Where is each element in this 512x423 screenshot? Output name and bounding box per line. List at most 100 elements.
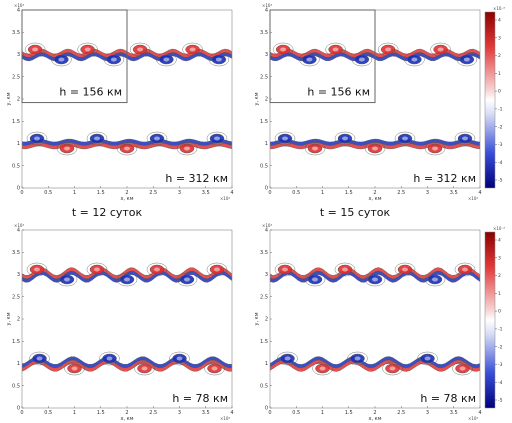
panel-bl: 0 0.5 1 1.5 2 2.5 3 3.5 4 0 0.5 1 1.5 2 2.5 3 3.5 4 x, км y… — [6, 223, 234, 422]
vortex-contour — [24, 42, 46, 57]
y-tick-label: 2.5 — [12, 74, 20, 80]
vortex-core — [106, 356, 113, 361]
vortex-contour — [77, 42, 98, 57]
x-tick-label: 2.5 — [397, 190, 405, 196]
x-tick-label: 1 — [321, 410, 324, 416]
vortex-contour — [404, 52, 425, 67]
y-tick-label: 4 — [265, 8, 268, 14]
vortex-contour — [272, 42, 294, 57]
x-tick-label: 0 — [268, 410, 271, 416]
x-tick-label: 1 — [73, 410, 76, 416]
vortex-core — [463, 57, 470, 62]
vortex-core — [342, 136, 348, 141]
vortex-contour — [347, 351, 368, 366]
x-tick-label: 1.5 — [345, 410, 353, 416]
x-tick-label: 1.5 — [97, 410, 105, 416]
vortex-core — [342, 267, 348, 272]
time-label: t = 12 суток — [72, 206, 143, 219]
vortex-contour — [99, 351, 120, 366]
axes-frame — [269, 229, 481, 409]
vortex-contour — [351, 52, 373, 67]
resolution-label-bottom: h = 78 км — [420, 392, 476, 405]
vortex-core — [389, 366, 396, 371]
y-axis-label: y, км — [254, 312, 260, 325]
vortex-contour — [277, 351, 298, 366]
y-axis-label: y, км — [254, 92, 260, 105]
vortex-contour — [206, 262, 228, 277]
y-tick-label: 1 — [265, 141, 268, 147]
resolution-label-bottom: h = 78 км — [172, 392, 228, 405]
axes-frame — [21, 229, 233, 409]
y-tick-label: 1.5 — [260, 339, 268, 345]
vortex-core — [94, 136, 100, 141]
vortex-core — [372, 277, 378, 282]
x-tick-label: 0 — [20, 410, 23, 416]
vortex-contour — [146, 262, 168, 277]
x-tick-label: 4 — [230, 410, 233, 416]
vortex-core — [64, 146, 70, 151]
x-exponent: ×10⁴ — [468, 416, 478, 421]
vorticity-field — [270, 42, 480, 156]
y-tick-label: 2 — [265, 317, 268, 323]
vortex-contour — [176, 272, 198, 287]
vortex-contour — [304, 272, 326, 287]
y-tick-label: 0.5 — [12, 383, 20, 389]
x-tick-label: 3.5 — [202, 410, 210, 416]
vortex-core — [184, 146, 190, 151]
colorbar-tick-label: 3 — [498, 35, 501, 41]
y-tick-label: 0 — [265, 406, 268, 412]
vortex-core — [306, 57, 313, 62]
colorbar-tick-label: 3 — [498, 255, 501, 261]
vortex-core — [332, 47, 339, 52]
colorbar-tick-label: 2 — [498, 53, 501, 59]
vortex-contour — [454, 131, 476, 146]
vortex-contour — [364, 272, 386, 287]
x-axis-label: x, км — [369, 416, 382, 422]
vortex-core — [34, 136, 40, 141]
vortex-core — [184, 277, 190, 282]
vortex-core — [84, 47, 91, 52]
colorbar-gradient — [484, 231, 496, 409]
vortex-core — [358, 57, 365, 62]
colorbar-tick-label: -5 — [498, 178, 503, 184]
vortex-contour — [424, 272, 446, 287]
colorbar-tick-label: 4 — [498, 238, 501, 244]
vortex-core — [280, 47, 287, 52]
colorbar-tick-label: 1 — [498, 71, 501, 77]
vortex-contour — [417, 351, 438, 366]
colorbar-tick-label: -4 — [498, 380, 503, 386]
vortex-core — [36, 356, 43, 361]
vortex-contour — [29, 351, 50, 366]
resolution-label-bottom: h = 312 км — [165, 172, 228, 185]
vortex-contour — [312, 361, 333, 376]
shear-band-lower — [270, 270, 480, 283]
x-tick-label: 3.5 — [202, 190, 210, 196]
vorticity-field — [22, 262, 232, 376]
x-tick-label: 2 — [125, 190, 128, 196]
vortex-contour — [169, 351, 190, 366]
vortex-core — [437, 47, 444, 52]
vortex-core — [284, 356, 291, 361]
vortex-contour — [364, 141, 386, 156]
vortex-contour — [26, 131, 48, 146]
x-tick-label: 4 — [478, 410, 481, 416]
colorbar-tick-label: -2 — [498, 344, 503, 350]
x-exponent: ×10⁴ — [220, 196, 230, 201]
y-tick-label: 1 — [17, 361, 20, 367]
vortex-core — [459, 366, 466, 371]
x-tick-label: 3 — [178, 410, 181, 416]
colorbar: 4 3 2 1 0 -1 -2 -3 -4 -5 ×10⁻⁵ — [484, 226, 506, 409]
x-axis-label: x, км — [121, 196, 134, 202]
y-tick-label: 2.5 — [260, 74, 268, 80]
colorbar-tick-label: 1 — [498, 291, 501, 297]
vortex-core — [71, 366, 78, 371]
y-axis-label: y, км — [6, 312, 12, 325]
vortex-contour — [134, 361, 155, 376]
vortex-contour — [56, 141, 78, 156]
x-tick-label: 1 — [73, 190, 76, 196]
y-tick-label: 1 — [265, 361, 268, 367]
y-tick-label: 3.5 — [12, 30, 20, 36]
x-tick-label: 2.5 — [149, 410, 157, 416]
vortex-core — [319, 366, 326, 371]
y-exponent: ×10⁴ — [14, 3, 24, 8]
